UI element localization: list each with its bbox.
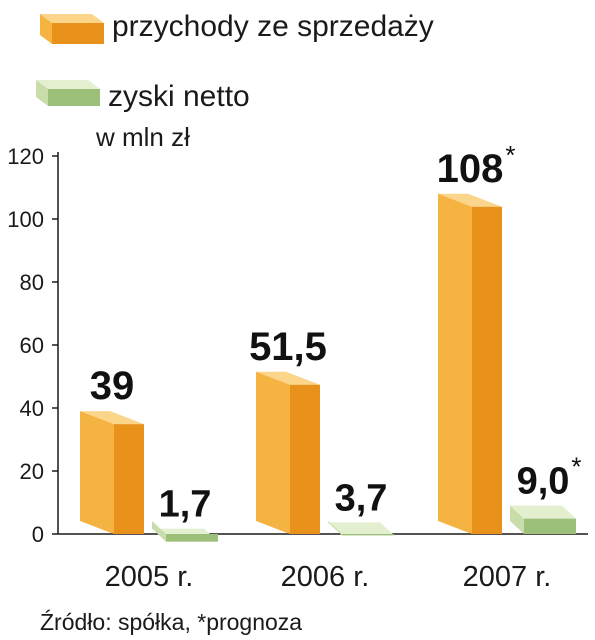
legend-swatch-revenue: [40, 14, 104, 44]
bar-profit: [152, 521, 218, 542]
x-category-label: 2006 r.: [281, 561, 370, 593]
bar-top-face: [510, 505, 576, 519]
value-label-profit: 1,7: [159, 484, 212, 526]
unit-label: w mln zł: [95, 122, 190, 152]
y-tick-label: 80: [20, 270, 44, 295]
y-ticks: 0 20 40 60 80 100 120: [7, 144, 58, 547]
legend-item-revenue: przychody ze sprzedaży: [40, 10, 434, 44]
bar-revenue: [80, 411, 144, 534]
legend-item-profit: zyski netto: [36, 80, 250, 113]
forecast-marker: *: [571, 452, 581, 482]
bar-front-face: [328, 521, 342, 536]
bar-front-face: [152, 521, 166, 542]
y-tick-label: 20: [20, 459, 44, 484]
bars: [80, 193, 576, 542]
value-label-profit: 9,0: [517, 461, 570, 503]
y-tick-label: 40: [20, 396, 44, 421]
y-tick-label: 100: [7, 207, 44, 232]
bar-top-face: [438, 193, 502, 207]
bar-top-face: [256, 371, 320, 385]
bar-front-face: [438, 193, 472, 535]
value-label-revenue: 51,5: [249, 325, 327, 369]
category-labels: 2005 r. 2006 r. 2007 r.: [105, 561, 552, 593]
legend-label-profit: zyski netto: [108, 80, 250, 113]
value-label-revenue: 39: [90, 364, 135, 408]
bar-front-face: [510, 505, 524, 534]
bar-side-face: [114, 424, 144, 534]
legend-label-revenue: przychody ze sprzedaży: [112, 10, 434, 43]
value-label-revenue: 108: [437, 147, 504, 191]
bar-side-face: [524, 518, 576, 534]
legend-swatch-profit: [36, 80, 100, 106]
legend: przychody ze sprzedaży zyski netto: [36, 10, 434, 113]
y-tick-label: 60: [20, 333, 44, 358]
bar-side-face: [166, 534, 218, 542]
x-category-label: 2005 r.: [105, 561, 194, 593]
forecast-marker: *: [505, 140, 515, 170]
source-note: Źródło: spółka, *prognoza: [40, 609, 302, 635]
y-tick-label: 120: [7, 144, 44, 169]
bar-front-face: [80, 411, 114, 534]
bar-revenue: [438, 193, 502, 535]
bar-revenue: [256, 371, 320, 534]
value-label-profit: 3,7: [335, 477, 388, 519]
bar-side-face: [290, 384, 320, 534]
bar-profit: [328, 521, 394, 536]
bar-front-face: [256, 371, 290, 534]
bar-top-face: [328, 522, 394, 536]
bar-side-face: [342, 534, 394, 536]
bar-top-face: [80, 411, 144, 425]
y-tick-label: 0: [32, 522, 44, 547]
bar-side-face: [472, 206, 502, 535]
x-category-label: 2007 r.: [463, 561, 552, 593]
bar-profit: [510, 505, 576, 534]
